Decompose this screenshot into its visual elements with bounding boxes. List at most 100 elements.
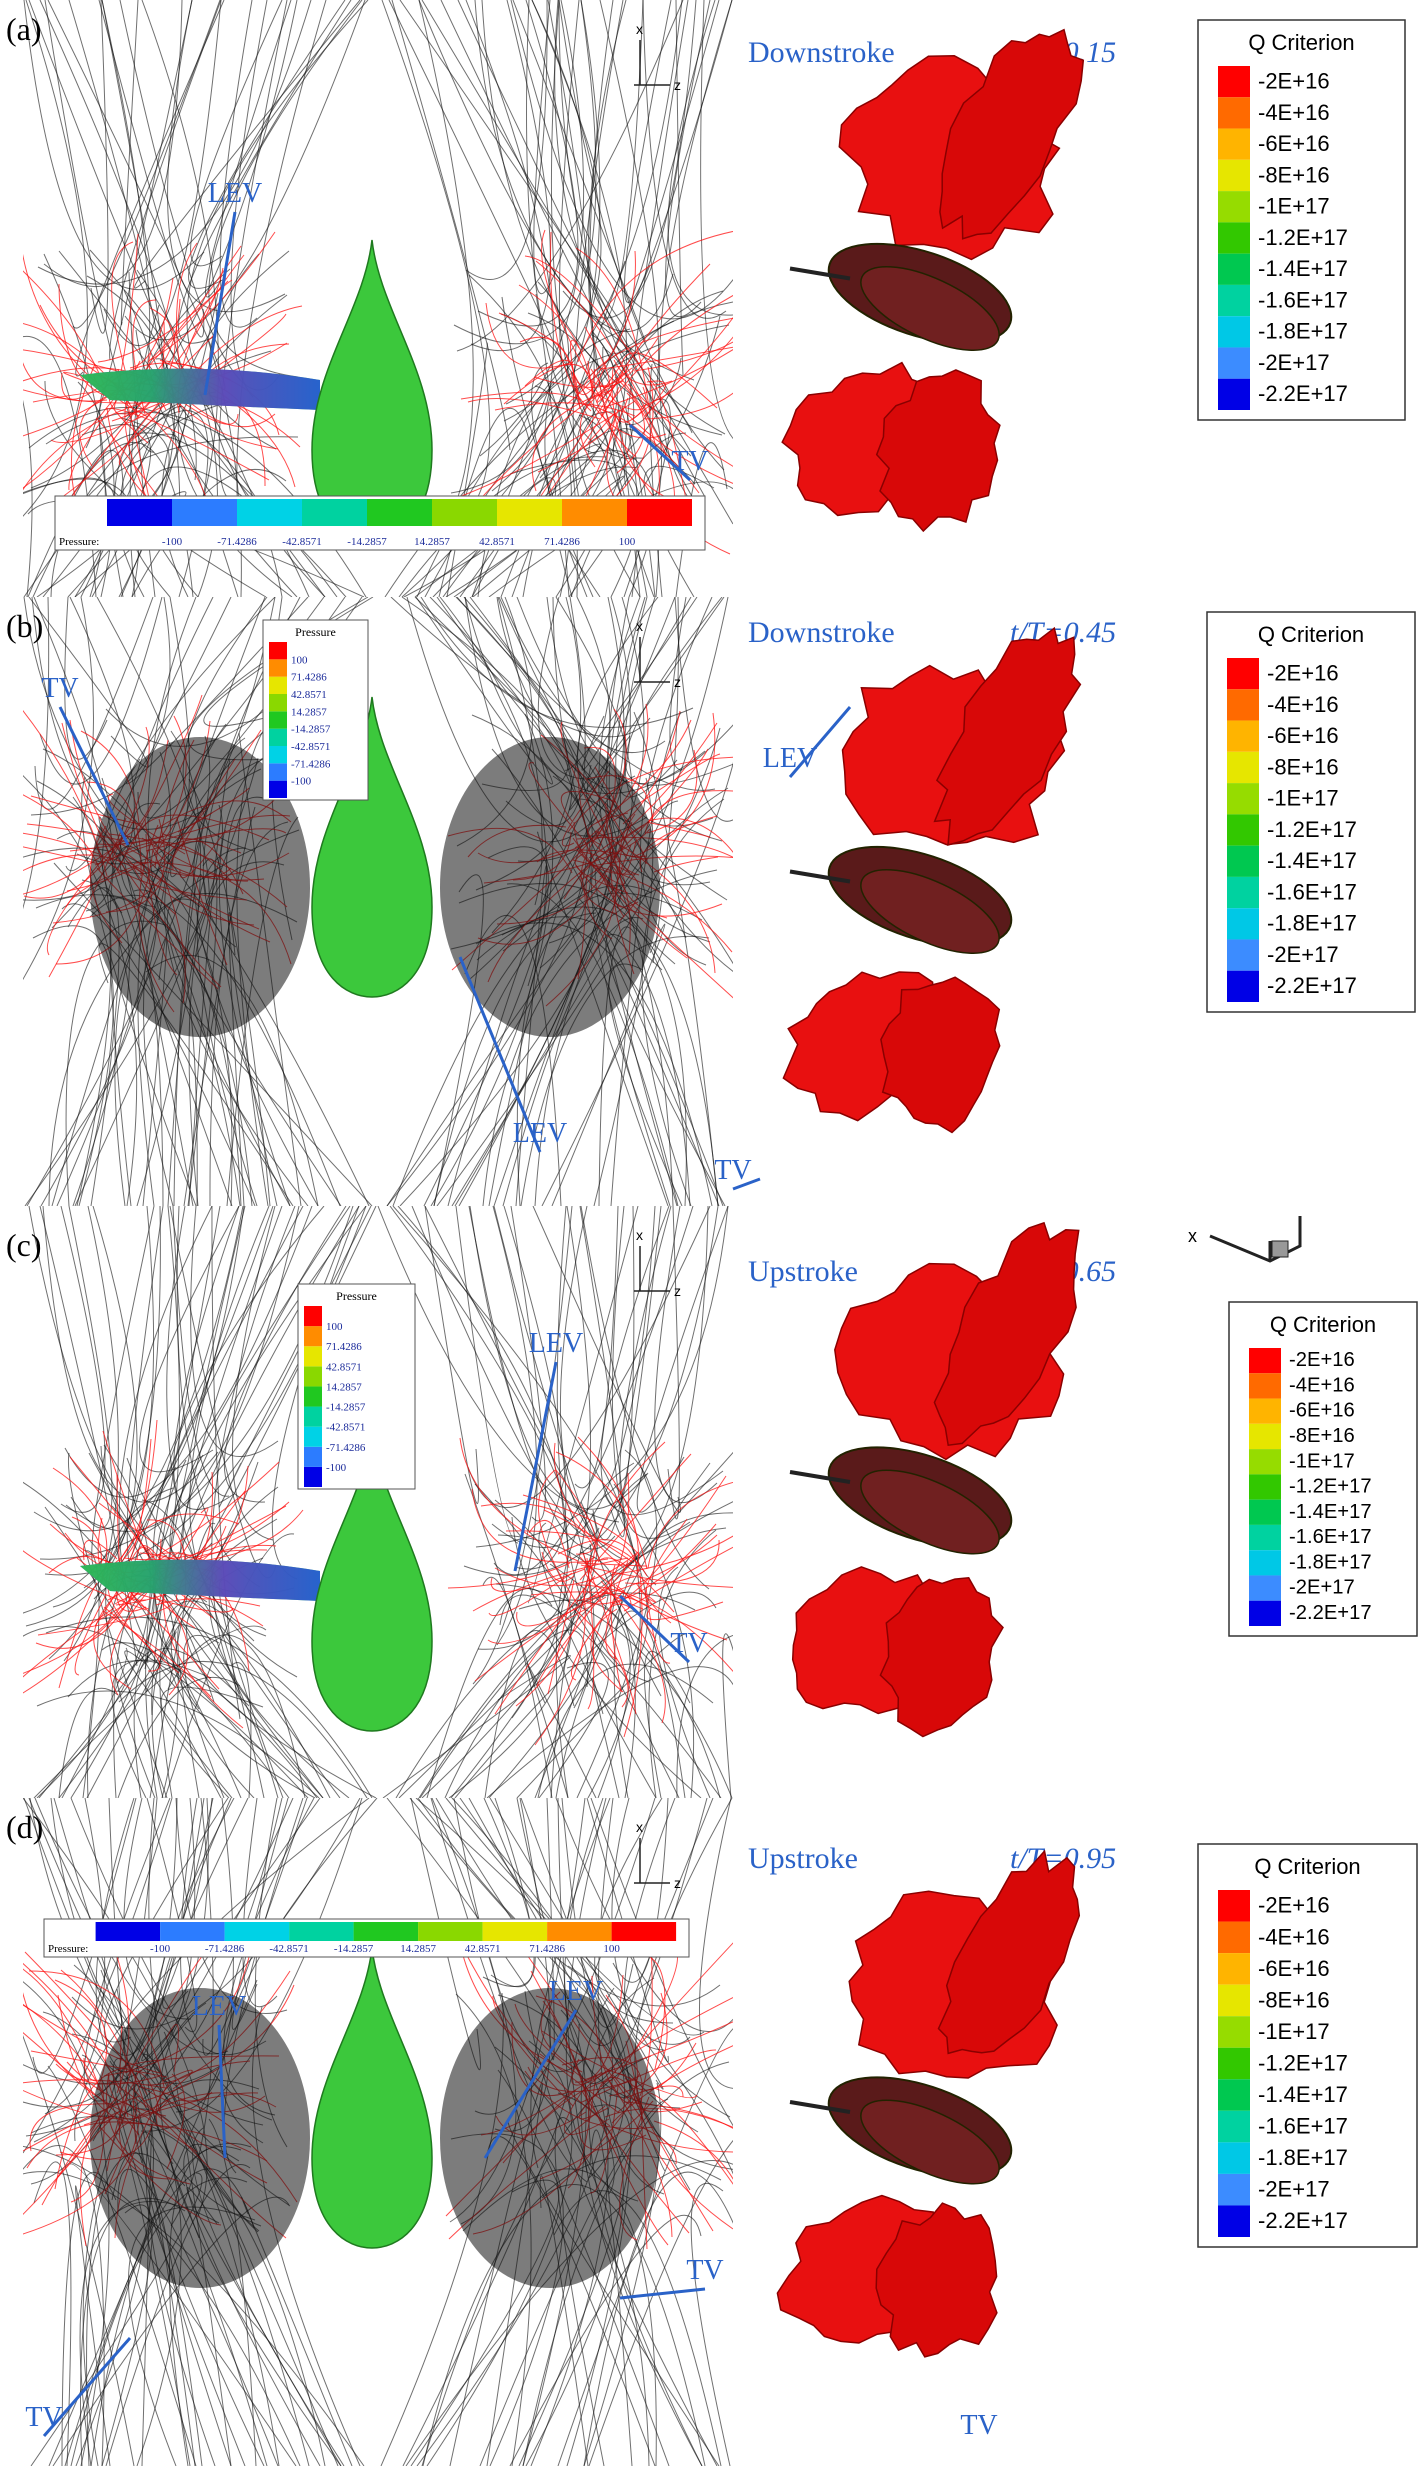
pressure-swatch — [562, 499, 627, 526]
dark-core-right — [440, 737, 660, 1037]
streamline-red — [23, 1968, 105, 2102]
q-swatch — [1227, 720, 1259, 752]
streamline-red — [82, 1539, 118, 1561]
annotation: TV — [686, 2255, 723, 2286]
pressure-label: 100 — [326, 1321, 343, 1333]
streamline-red — [531, 389, 613, 492]
streamline — [231, 1662, 252, 1798]
vortex-isosurface — [933, 626, 1082, 847]
streamline-red — [23, 1550, 147, 1611]
streamline — [470, 0, 551, 352]
streamline-red — [97, 280, 229, 363]
streamline — [134, 0, 361, 289]
pressure-label: 42.8571 — [326, 1361, 362, 1373]
annotation-arrow — [628, 423, 692, 482]
streamline-red — [590, 1441, 666, 1574]
streamline-red — [555, 1469, 596, 1555]
q-swatch — [1218, 2205, 1250, 2237]
streamline — [60, 1206, 106, 1513]
streamline — [454, 1591, 717, 1798]
pressure-swatch — [304, 1306, 322, 1327]
phase-label: Upstroke — [748, 1842, 858, 1875]
wing-right — [80, 368, 320, 410]
streamline — [453, 357, 682, 597]
streamline-red — [626, 392, 660, 508]
q-legend-title: Q Criterion — [1258, 622, 1364, 647]
streamline — [23, 0, 205, 291]
streamline — [381, 0, 491, 512]
pressure-label: -100 — [162, 536, 183, 548]
pressure-label: 14.2857 — [400, 1943, 436, 1955]
triad-z: z — [674, 674, 681, 690]
streamline-red — [575, 247, 651, 416]
streamline — [625, 597, 733, 786]
streamline — [555, 1462, 711, 1798]
streamline-red — [74, 1594, 107, 1676]
streamline — [482, 1798, 536, 1987]
streamline — [75, 2185, 111, 2466]
streamline-red — [576, 1562, 648, 1567]
streamline — [160, 1686, 264, 1798]
body — [311, 1947, 433, 2249]
streamline-red — [518, 284, 594, 400]
pressure-label: 100 — [619, 536, 636, 548]
streamline — [490, 1798, 535, 1988]
q-swatch — [1218, 378, 1250, 410]
annotation-arrow — [513, 1361, 558, 1572]
streamline — [44, 1798, 106, 2115]
q-swatch — [1218, 191, 1250, 223]
phase-label: Upstroke — [748, 1255, 858, 1288]
pressure-swatch — [304, 1366, 322, 1387]
streamline — [474, 0, 695, 381]
annotation: LEV — [208, 178, 262, 209]
streamline — [448, 1499, 572, 1798]
streamline-red — [550, 231, 592, 412]
pressure-swatch — [269, 763, 287, 781]
triad-x: x — [636, 1227, 643, 1243]
annotation-arrow — [458, 956, 542, 1153]
streamline — [674, 597, 733, 822]
streamline-red — [623, 1572, 643, 1738]
streamline-red — [600, 337, 659, 387]
q-swatch — [1218, 284, 1250, 317]
q-swatch — [1218, 253, 1250, 285]
pressure-swatch — [269, 746, 287, 764]
streamline-red — [573, 373, 667, 439]
pressure-swatch — [289, 1922, 354, 1941]
streamline — [219, 0, 258, 328]
streamline — [568, 315, 721, 597]
streamline — [392, 1206, 648, 1667]
dark-core-left — [90, 737, 310, 1037]
streamline — [576, 411, 641, 597]
streamline-red — [543, 1509, 635, 1564]
streamline — [101, 1642, 290, 1798]
streamline — [505, 0, 602, 405]
pressure-label: -42.8571 — [326, 1422, 365, 1434]
streamline-red — [102, 1610, 212, 1698]
streamline-red — [516, 1590, 609, 1627]
streamline-red — [490, 1568, 586, 1593]
streamline — [23, 0, 88, 517]
streamline — [472, 1206, 573, 1685]
streamline — [464, 1473, 569, 1798]
streamline — [676, 1634, 733, 1798]
q-label: -1.2E+17 — [1258, 2050, 1348, 2075]
pressure-swatch — [304, 1326, 322, 1347]
streamline — [118, 1660, 368, 1798]
streamline-red — [613, 359, 673, 386]
panel-label: (b) — [6, 608, 43, 644]
q-swatch — [1249, 1373, 1281, 1399]
streamline-red — [582, 1552, 637, 1715]
streamline — [103, 1798, 229, 2043]
triad-x: x — [636, 1819, 643, 1835]
streamline-red — [579, 380, 624, 468]
streamline-red — [576, 1534, 718, 1602]
streamline — [388, 0, 632, 522]
q-swatch — [1227, 814, 1259, 846]
streamline — [594, 1798, 674, 2024]
streamline-red — [649, 2092, 733, 2185]
pressure-label: -71.4286 — [205, 1943, 245, 1955]
streamline-red — [597, 1557, 675, 1613]
streamline-red — [459, 1437, 579, 1562]
